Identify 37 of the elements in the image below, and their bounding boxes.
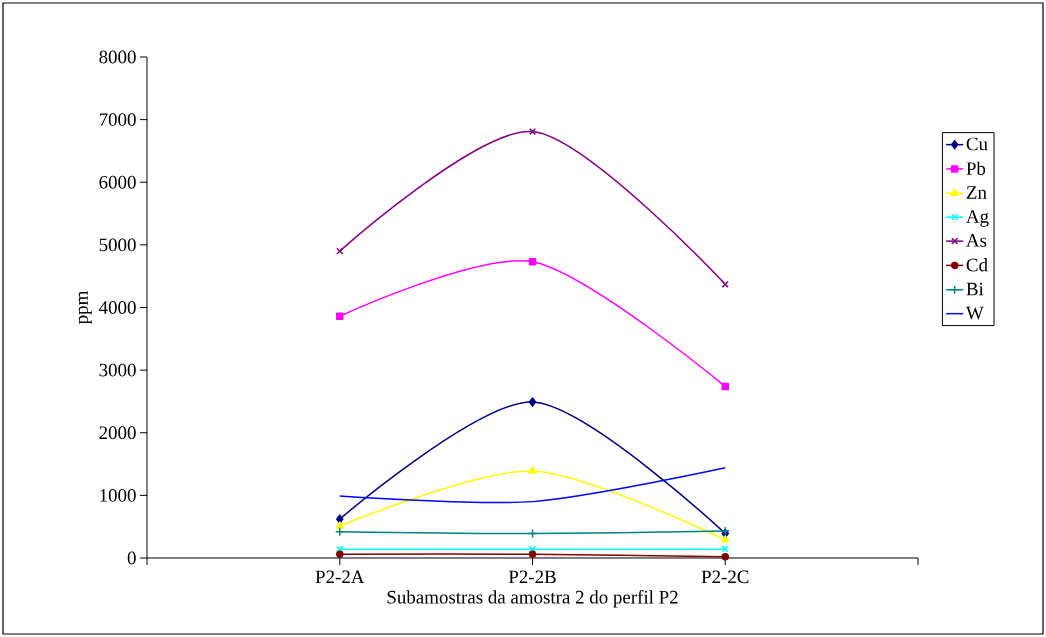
x-tick-label: P2-2B (508, 570, 556, 584)
point (528, 258, 537, 266)
x-axis-title: Subamostras da amostra 2 do perfil P2 (387, 590, 678, 608)
point (721, 535, 730, 543)
point (336, 514, 344, 524)
y-tick-label: 7000 (99, 113, 136, 127)
x-tick-label: P2-2A (315, 570, 365, 584)
point (528, 466, 537, 474)
legend-label: As (966, 234, 987, 247)
y-tick-label: 4000 (99, 301, 136, 314)
point (721, 552, 730, 561)
y-tick-label: 1000 (100, 488, 136, 502)
y-tick-label: 8000 (99, 50, 136, 64)
point (336, 550, 344, 558)
point (528, 127, 537, 136)
y-axis-title: ppm (78, 290, 92, 324)
point (721, 382, 730, 391)
legend-label: Zn (966, 186, 987, 199)
legend-label: Bi (966, 282, 984, 296)
point (336, 312, 344, 321)
y-tick-label: 6000 (99, 175, 136, 189)
y-tick-label: 0 (127, 551, 136, 565)
point (721, 280, 729, 288)
legend-label: Ag (966, 210, 989, 227)
point (528, 397, 537, 407)
y-tick-label: 5000 (99, 238, 136, 252)
legend-label: Cu (966, 137, 988, 151)
point (721, 545, 729, 553)
point (335, 521, 344, 529)
point (528, 550, 537, 558)
point (335, 526, 345, 537)
x-tick-label: P2-2C (701, 570, 749, 584)
legend-label: Pb (966, 161, 986, 175)
legend-label: W (965, 306, 984, 320)
y-tick-label: 2000 (99, 426, 136, 440)
legend-label: Cd (966, 258, 988, 272)
y-tick-label: 3000 (99, 363, 136, 377)
